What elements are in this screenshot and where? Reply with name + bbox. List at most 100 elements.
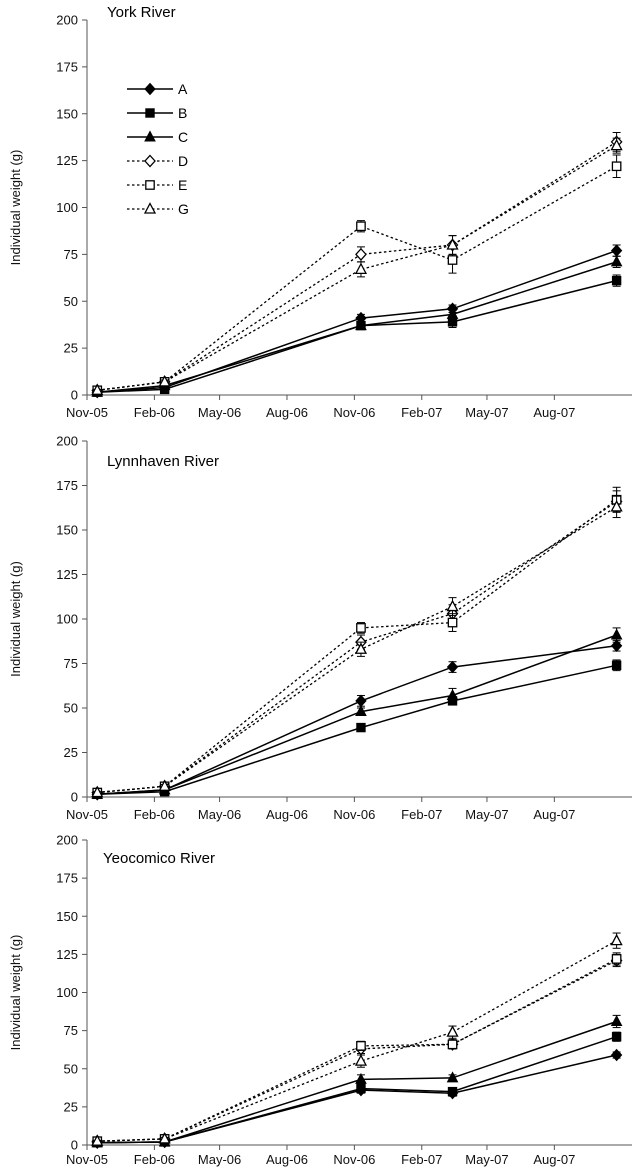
y-tick-label: 75 xyxy=(64,247,78,262)
series-line xyxy=(97,506,617,794)
data-point xyxy=(610,639,623,652)
series-G xyxy=(91,137,623,395)
y-tick-label: 150 xyxy=(56,106,78,121)
x-tick-label: May-06 xyxy=(198,405,241,420)
x-tick-label: Feb-07 xyxy=(401,1152,442,1167)
data-point xyxy=(446,688,459,701)
data-point xyxy=(447,255,458,265)
y-axis-label: Individual weight (g) xyxy=(8,935,23,1051)
legend-marker xyxy=(144,130,156,142)
chart-title: Yeocomico River xyxy=(103,850,215,867)
data-point xyxy=(611,1032,622,1042)
data-point xyxy=(356,221,366,232)
data-point xyxy=(355,694,367,708)
data-point xyxy=(611,161,622,172)
data-point xyxy=(356,1041,366,1051)
legend-marker xyxy=(145,180,155,190)
y-tick-label: 25 xyxy=(64,745,78,760)
data-point xyxy=(158,779,171,791)
legend-marker xyxy=(144,82,156,96)
data-point xyxy=(446,1071,459,1083)
data-point xyxy=(610,1048,623,1062)
y-tick-label: 100 xyxy=(56,985,78,1000)
data-point xyxy=(91,1134,104,1146)
y-tick-label: 200 xyxy=(56,833,78,848)
x-tick-label: May-07 xyxy=(465,807,508,822)
data-point xyxy=(446,599,459,612)
series-line xyxy=(97,141,617,391)
x-tick-label: Nov-06 xyxy=(333,1152,375,1167)
y-tick-label: 200 xyxy=(56,434,78,449)
data-point xyxy=(91,785,104,798)
data-point xyxy=(610,138,623,151)
series-D xyxy=(91,490,623,800)
legend-label: C xyxy=(178,129,188,145)
x-tick-label: Feb-06 xyxy=(134,405,175,420)
data-point xyxy=(446,307,459,319)
x-tick-label: Feb-06 xyxy=(134,1152,175,1167)
y-tick-label: 75 xyxy=(64,1023,78,1038)
y-tick-label: 100 xyxy=(56,200,78,215)
data-point xyxy=(447,1086,458,1097)
series-E xyxy=(92,154,622,396)
x-tick-label: Aug-07 xyxy=(533,405,575,420)
x-tick-label: Aug-06 xyxy=(266,405,308,420)
y-tick-label: 125 xyxy=(56,567,78,582)
series-line xyxy=(97,499,617,794)
data-point xyxy=(355,319,367,331)
series-A xyxy=(91,639,623,801)
series-D xyxy=(91,132,623,397)
data-point xyxy=(610,255,623,267)
data-point xyxy=(610,933,623,946)
x-tick-label: Aug-07 xyxy=(533,1152,575,1167)
y-tick-label: 175 xyxy=(56,871,78,886)
y-tick-label: 50 xyxy=(64,1061,78,1076)
series-C xyxy=(91,1014,623,1148)
data-point xyxy=(610,628,623,640)
x-tick-label: Nov-05 xyxy=(66,1152,108,1167)
legend-label: E xyxy=(178,177,187,193)
y-tick-label: 175 xyxy=(56,478,78,493)
data-point xyxy=(610,244,623,257)
y-tick-label: 200 xyxy=(56,13,78,28)
chart-panel-3: 0 25 50 75 100 125 150 175 200 Nov-05 Feb-06 May-06… xyxy=(8,833,632,1167)
y-tick-label: 75 xyxy=(64,656,78,671)
data-point xyxy=(356,623,366,633)
series-line xyxy=(97,1054,617,1144)
data-point xyxy=(355,247,367,261)
y-tick-label: 50 xyxy=(64,294,78,309)
data-point xyxy=(354,1054,368,1066)
series-line xyxy=(97,145,617,391)
data-point xyxy=(446,238,459,250)
y-tick-label: 175 xyxy=(56,59,78,74)
y-tick-label: 125 xyxy=(56,947,78,962)
data-point xyxy=(355,704,367,717)
legend-label: D xyxy=(178,153,188,169)
data-point xyxy=(354,642,368,654)
legend-label: G xyxy=(178,201,189,217)
series-line xyxy=(97,959,617,1142)
y-tick-label: 50 xyxy=(64,701,78,716)
x-tick-label: Nov-06 xyxy=(333,807,375,822)
chart-panel-2: 0 25 50 75 100 125 150 175 200 Nov-05 Feb-06 May-06… xyxy=(8,434,632,822)
y-tick-label: 100 xyxy=(56,612,78,627)
data-point xyxy=(158,374,171,387)
data-point xyxy=(446,1025,459,1037)
legend-label: A xyxy=(178,81,188,97)
x-tick-label: Aug-07 xyxy=(533,807,575,822)
x-tick-label: May-07 xyxy=(465,1152,508,1167)
y-tick-label: 150 xyxy=(56,523,78,538)
series-line xyxy=(97,940,617,1142)
legend-marker xyxy=(145,108,155,118)
x-tick-label: May-07 xyxy=(465,405,508,420)
data-point xyxy=(611,954,622,964)
data-point xyxy=(354,262,368,275)
x-tick-label: May-06 xyxy=(198,807,241,822)
data-point xyxy=(447,1039,458,1050)
y-tick-label: 0 xyxy=(71,790,78,805)
y-tick-label: 25 xyxy=(64,1099,78,1114)
series-G xyxy=(91,495,623,798)
